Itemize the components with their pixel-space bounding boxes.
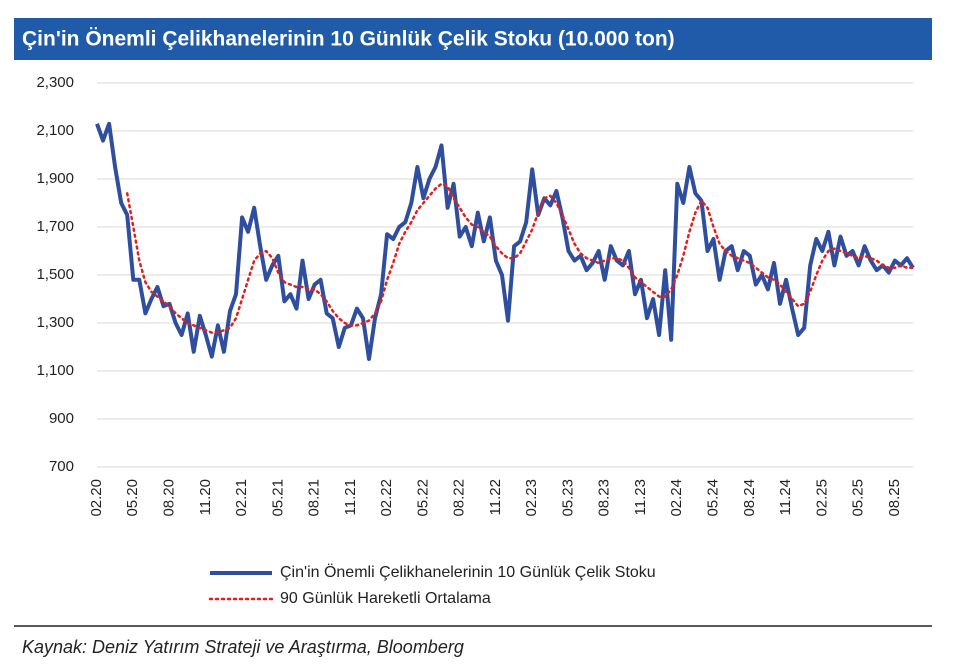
series-line [95, 121, 915, 361]
x-tick-label: 05.23 [559, 479, 576, 517]
x-tick-label: 05.24 [705, 479, 722, 517]
x-tick-label: 11.20 [197, 479, 214, 515]
legend-label: Çin'in Önemli Çelikhanelerinin 10 Günlük… [280, 563, 656, 581]
y-tick-label: 1,100 [36, 362, 74, 379]
y-tick-label: 700 [49, 458, 74, 475]
source: Kaynak: Deniz Yatırım Strateji ve Araştı… [22, 637, 464, 657]
x-tick-label: 08.21 [306, 479, 323, 517]
x-tick-label: 05.22 [414, 479, 431, 517]
x-tick-label: 02.24 [668, 479, 685, 517]
y-tick-label: 900 [49, 410, 74, 427]
x-tick-label: 02.25 [813, 479, 830, 517]
x-tick-label: 11.23 [632, 479, 649, 515]
x-tick-label: 08.22 [451, 479, 468, 517]
series-line [125, 182, 915, 334]
y-tick-label: 2,300 [36, 74, 74, 91]
x-tick-label: 08.20 [161, 479, 178, 517]
x-tick-label: 11.24 [777, 479, 794, 515]
x-tick-label: 05.20 [124, 479, 141, 517]
x-tick-label: 05.25 [850, 479, 867, 517]
x-tick-label: 11.21 [342, 479, 359, 515]
legend-label: 90 Günlük Hareketli Ortalama [280, 590, 491, 607]
x-tick-label: 02.22 [378, 479, 395, 517]
chart-title: Çin'in Önemli Çelikhanelerinin 10 Günlük… [22, 28, 675, 51]
y-tick-label: 1,700 [36, 218, 74, 235]
y-tick-label: 1,500 [36, 266, 74, 283]
x-tick-label: 02.23 [523, 479, 540, 517]
x-tick-label: 05.21 [269, 479, 286, 517]
x-tick-label: 11.22 [487, 479, 504, 515]
title-bar [14, 18, 932, 60]
x-tick-label: 08.23 [596, 479, 613, 517]
x-tick-label: 02.20 [88, 479, 105, 517]
x-tick-label: 08.24 [741, 479, 758, 517]
y-tick-label: 1,900 [36, 170, 74, 187]
x-tick-label: 02.21 [233, 479, 250, 517]
y-tick-label: 1,300 [36, 314, 74, 331]
x-tick-label: 08.25 [886, 479, 903, 517]
y-tick-label: 2,100 [36, 122, 74, 139]
